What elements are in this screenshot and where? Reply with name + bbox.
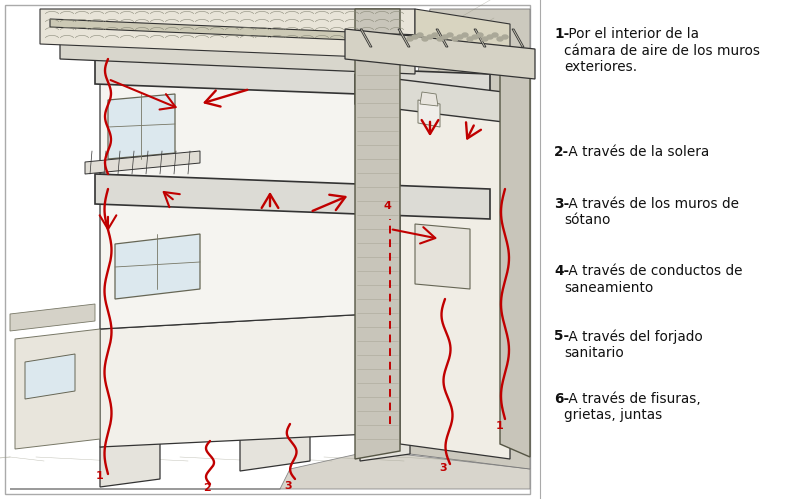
Bar — [5, 5, 530, 494]
Polygon shape — [10, 449, 530, 489]
Polygon shape — [100, 69, 370, 189]
Polygon shape — [418, 100, 440, 127]
Polygon shape — [100, 189, 370, 329]
Text: A través de los muros de
sótano: A través de los muros de sótano — [565, 197, 739, 228]
Polygon shape — [436, 29, 448, 47]
Polygon shape — [60, 29, 415, 74]
Text: 5-: 5- — [554, 329, 569, 343]
Ellipse shape — [457, 35, 463, 39]
Polygon shape — [398, 29, 410, 47]
Ellipse shape — [437, 37, 443, 41]
Polygon shape — [240, 421, 310, 471]
Polygon shape — [360, 414, 410, 461]
Polygon shape — [360, 29, 372, 47]
Text: 1: 1 — [496, 421, 504, 431]
Text: A través del forjado
sanitario: A través del forjado sanitario — [565, 329, 703, 360]
Text: 3-: 3- — [554, 197, 570, 211]
Text: 3: 3 — [284, 481, 292, 491]
Text: 6-: 6- — [554, 392, 569, 406]
Ellipse shape — [447, 33, 453, 37]
Ellipse shape — [467, 37, 473, 41]
Polygon shape — [415, 224, 470, 289]
Text: A través de la solera: A través de la solera — [565, 145, 710, 159]
Text: 4-: 4- — [554, 264, 569, 278]
Polygon shape — [95, 59, 490, 99]
Polygon shape — [100, 439, 160, 487]
Polygon shape — [15, 329, 100, 449]
Text: 2: 2 — [203, 483, 211, 493]
Polygon shape — [370, 84, 490, 209]
Polygon shape — [115, 234, 200, 299]
Polygon shape — [474, 29, 486, 47]
Polygon shape — [415, 9, 510, 74]
Ellipse shape — [452, 37, 458, 41]
Ellipse shape — [407, 37, 413, 41]
Polygon shape — [95, 174, 490, 219]
Text: 1: 1 — [96, 471, 104, 481]
Text: Por el interior de la
cámara de aire de los muros
exteriores.: Por el interior de la cámara de aire de … — [565, 27, 760, 74]
Polygon shape — [420, 92, 438, 106]
Text: 1-: 1- — [554, 27, 570, 41]
Polygon shape — [400, 79, 510, 459]
Polygon shape — [355, 74, 520, 124]
Ellipse shape — [487, 35, 493, 39]
Ellipse shape — [462, 33, 468, 37]
Polygon shape — [108, 94, 175, 159]
Ellipse shape — [472, 35, 478, 39]
Polygon shape — [50, 19, 420, 43]
Polygon shape — [512, 29, 524, 47]
Polygon shape — [370, 189, 490, 334]
Polygon shape — [355, 9, 400, 459]
Ellipse shape — [482, 37, 488, 41]
Polygon shape — [100, 314, 370, 447]
Ellipse shape — [417, 33, 423, 37]
Polygon shape — [345, 29, 535, 79]
Polygon shape — [85, 151, 200, 174]
Ellipse shape — [477, 33, 483, 37]
Ellipse shape — [497, 37, 503, 41]
Ellipse shape — [432, 33, 438, 37]
Polygon shape — [25, 354, 75, 399]
Polygon shape — [500, 49, 530, 457]
Text: 2-: 2- — [554, 145, 569, 159]
Ellipse shape — [492, 33, 498, 37]
Polygon shape — [370, 259, 490, 449]
Ellipse shape — [422, 37, 428, 41]
Polygon shape — [40, 9, 415, 59]
Ellipse shape — [442, 35, 448, 39]
Text: A través de fisuras,
grietas, juntas: A través de fisuras, grietas, juntas — [565, 392, 701, 422]
Ellipse shape — [502, 35, 508, 39]
Ellipse shape — [427, 35, 433, 39]
Text: 3: 3 — [439, 463, 447, 473]
Ellipse shape — [412, 35, 418, 39]
Text: A través de conductos de
saneamiento: A través de conductos de saneamiento — [565, 264, 743, 295]
Polygon shape — [10, 304, 95, 331]
Polygon shape — [370, 9, 530, 469]
Text: 4: 4 — [383, 201, 391, 211]
